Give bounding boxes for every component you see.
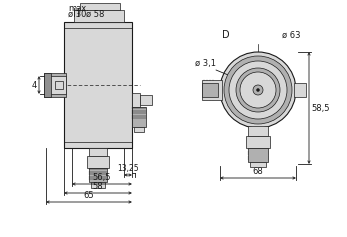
- Circle shape: [220, 52, 296, 128]
- Bar: [64, 22, 132, 148]
- Circle shape: [229, 61, 287, 119]
- Bar: [246, 136, 270, 148]
- Text: ø 3,1: ø 3,1: [195, 59, 216, 68]
- Text: 68: 68: [253, 167, 263, 176]
- Circle shape: [236, 68, 280, 112]
- Text: 4: 4: [32, 81, 37, 90]
- Bar: [89, 168, 107, 182]
- Text: ø 63: ø 63: [282, 31, 301, 40]
- Circle shape: [253, 85, 263, 95]
- Text: 13,25: 13,25: [117, 164, 139, 173]
- Bar: [89, 148, 107, 156]
- Bar: [202, 80, 222, 100]
- Bar: [202, 83, 218, 97]
- Text: 58,5: 58,5: [311, 104, 330, 113]
- Bar: [132, 107, 146, 127]
- Text: max.: max.: [68, 4, 89, 13]
- Bar: [74, 10, 124, 22]
- Bar: [250, 162, 266, 167]
- Text: ø 58: ø 58: [86, 10, 104, 19]
- Text: 25°: 25°: [224, 83, 239, 92]
- Bar: [87, 156, 109, 168]
- Bar: [91, 182, 105, 188]
- Circle shape: [240, 72, 276, 108]
- Bar: [294, 83, 306, 97]
- Text: 58: 58: [93, 182, 103, 191]
- Text: 56,5: 56,5: [93, 173, 111, 182]
- Bar: [134, 127, 144, 132]
- Bar: [80, 3, 120, 10]
- Circle shape: [256, 88, 260, 91]
- Bar: [248, 126, 268, 136]
- Bar: [55, 81, 63, 89]
- Circle shape: [224, 56, 292, 124]
- Text: ø 30: ø 30: [68, 10, 86, 19]
- Bar: [44, 73, 66, 97]
- Text: D: D: [222, 30, 230, 40]
- Bar: [248, 148, 268, 162]
- Text: 65: 65: [84, 191, 94, 200]
- Bar: [132, 93, 140, 107]
- Bar: [44, 73, 51, 97]
- Bar: [140, 95, 152, 105]
- Bar: [50, 76, 66, 94]
